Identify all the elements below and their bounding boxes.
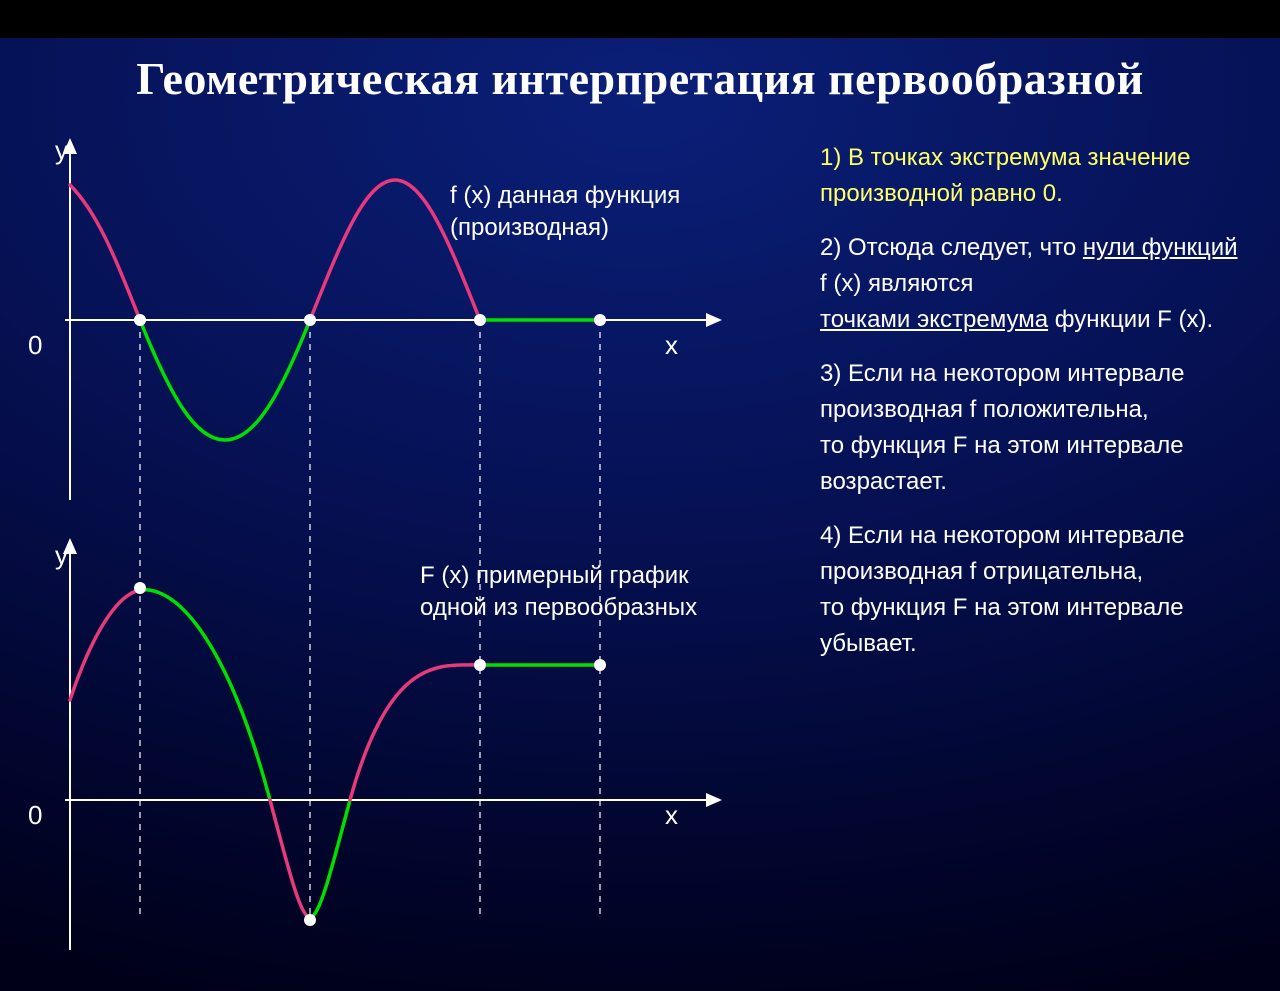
paragraph-1: 1) В точках экстремума значение производ… [820,140,1250,212]
paragraph-3: 3) Если на некотором интервале производн… [820,356,1250,500]
explanation-column: 1) В точках экстремума значение производ… [820,140,1250,680]
paragraph-4: 4) Если на некотором интервале производн… [820,518,1250,662]
slide: Геометрическая интерпретация первообразн… [0,0,1280,991]
paragraph-2: 2) Отсюда следует, что нули функций f (x… [820,230,1250,338]
